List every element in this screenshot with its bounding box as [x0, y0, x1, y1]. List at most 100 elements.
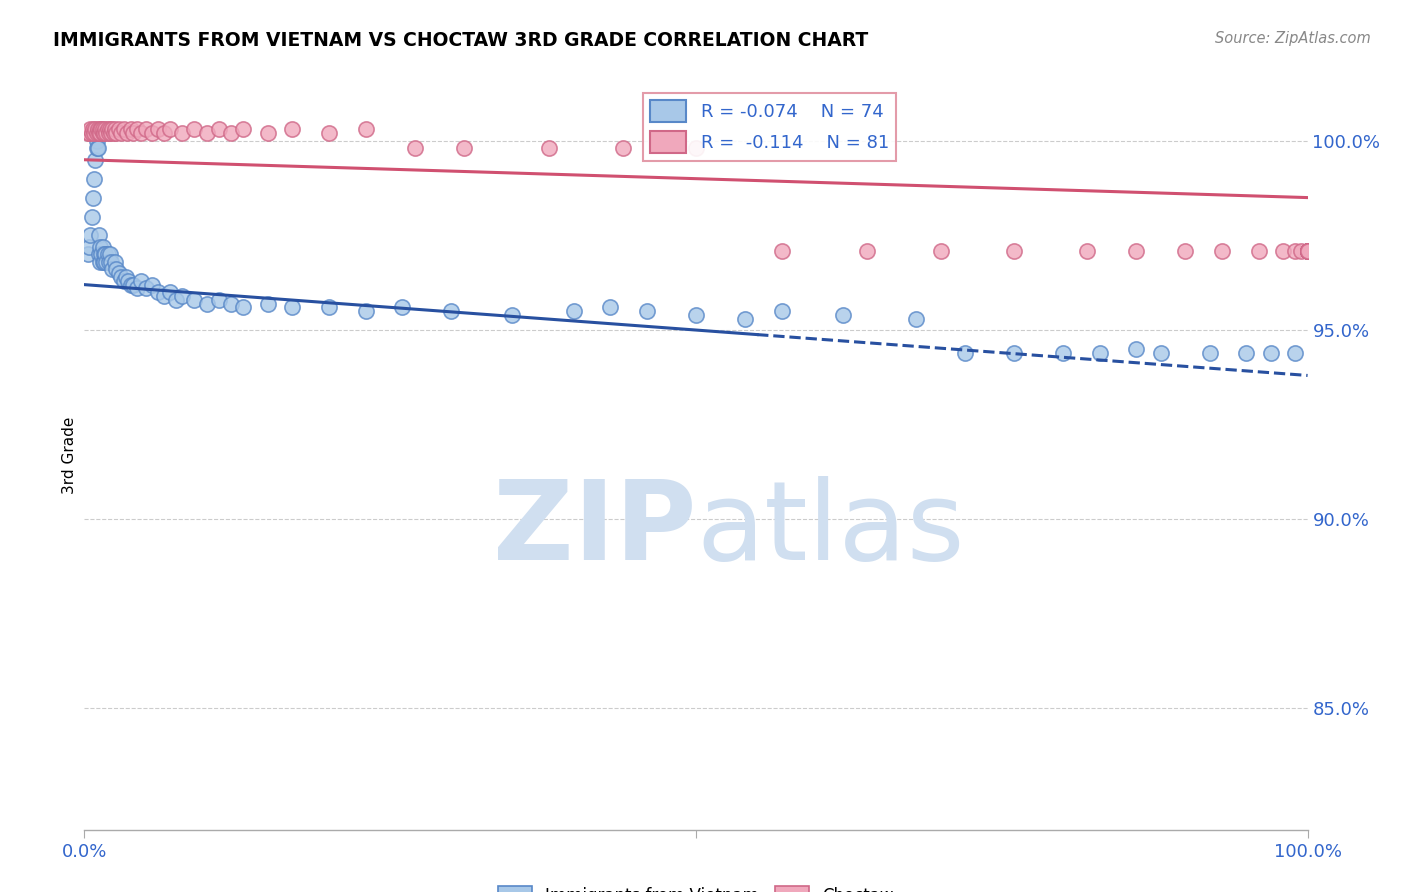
Point: [183, 122, 205, 136]
Point: [112, 274, 135, 288]
Point: [1150, 345, 1173, 359]
Point: [953, 345, 976, 359]
Point: [98, 122, 121, 136]
Point: [1296, 244, 1319, 258]
Point: [89, 122, 111, 136]
Point: [89, 126, 111, 140]
Point: [391, 301, 413, 315]
Point: [1296, 244, 1319, 258]
Point: [94, 122, 117, 136]
Point: [84, 122, 107, 136]
Point: [87, 126, 110, 140]
Point: [1296, 244, 1319, 258]
Point: [80, 210, 103, 224]
Point: [1174, 244, 1197, 258]
Point: [538, 141, 561, 155]
Point: [1198, 345, 1220, 359]
Point: [1296, 244, 1319, 258]
Point: [87, 122, 110, 136]
Point: [86, 134, 108, 148]
Point: [195, 296, 218, 310]
Point: [354, 304, 377, 318]
Point: [685, 141, 707, 155]
Point: [141, 126, 163, 140]
Point: [1284, 345, 1306, 359]
Point: [135, 122, 157, 136]
Point: [232, 122, 254, 136]
Point: [404, 141, 426, 155]
Point: [122, 126, 145, 140]
Point: [89, 255, 111, 269]
Point: [146, 285, 169, 300]
Point: [636, 304, 658, 318]
Point: [87, 247, 110, 261]
Point: [122, 277, 145, 292]
Point: [1296, 244, 1319, 258]
Point: [129, 274, 152, 288]
Point: [115, 126, 138, 140]
Point: [195, 126, 218, 140]
Point: [1125, 244, 1147, 258]
Point: [120, 122, 142, 136]
Point: [453, 141, 475, 155]
Point: [208, 293, 231, 307]
Point: [141, 277, 163, 292]
Text: IMMIGRANTS FROM VIETNAM VS CHOCTAW 3RD GRADE CORRELATION CHART: IMMIGRANTS FROM VIETNAM VS CHOCTAW 3RD G…: [53, 31, 869, 50]
Point: [1236, 345, 1258, 359]
Point: [219, 126, 242, 140]
Point: [1296, 244, 1319, 258]
Point: [354, 122, 377, 136]
Point: [1284, 244, 1306, 258]
Point: [1125, 342, 1147, 356]
Point: [502, 308, 524, 322]
Text: atlas: atlas: [696, 476, 965, 583]
Point: [110, 270, 132, 285]
Point: [172, 289, 194, 303]
Point: [77, 126, 100, 140]
Point: [101, 122, 124, 136]
Point: [104, 122, 127, 136]
Point: [101, 262, 124, 277]
Point: [117, 274, 139, 288]
Point: [257, 126, 280, 140]
Point: [905, 311, 928, 326]
Legend: Immigrants from Vietnam, Choctaw: Immigrants from Vietnam, Choctaw: [492, 880, 900, 892]
Point: [77, 240, 100, 254]
Point: [93, 126, 115, 140]
Point: [94, 247, 117, 261]
Point: [1076, 244, 1098, 258]
Point: [153, 289, 176, 303]
Point: [1260, 345, 1282, 359]
Point: [318, 126, 340, 140]
Point: [87, 228, 110, 243]
Point: [257, 296, 280, 310]
Point: [831, 308, 853, 322]
Point: [1296, 244, 1319, 258]
Point: [91, 126, 114, 140]
Point: [107, 122, 129, 136]
Point: [97, 126, 120, 140]
Point: [125, 281, 148, 295]
Point: [929, 244, 952, 258]
Point: [1247, 244, 1270, 258]
Point: [105, 262, 128, 277]
Point: [1002, 345, 1025, 359]
Text: Source: ZipAtlas.com: Source: ZipAtlas.com: [1215, 31, 1371, 46]
Point: [115, 270, 138, 285]
Point: [100, 255, 122, 269]
Point: [86, 141, 108, 155]
Point: [97, 255, 120, 269]
Point: [105, 126, 128, 140]
Point: [1296, 244, 1319, 258]
Point: [1291, 244, 1313, 258]
Point: [159, 122, 181, 136]
Point: [90, 247, 112, 261]
Point: [281, 122, 304, 136]
Point: [80, 126, 103, 140]
Point: [87, 141, 110, 155]
Point: [440, 304, 463, 318]
Point: [146, 122, 169, 136]
Point: [98, 247, 121, 261]
Point: [1296, 244, 1319, 258]
Point: [96, 255, 118, 269]
